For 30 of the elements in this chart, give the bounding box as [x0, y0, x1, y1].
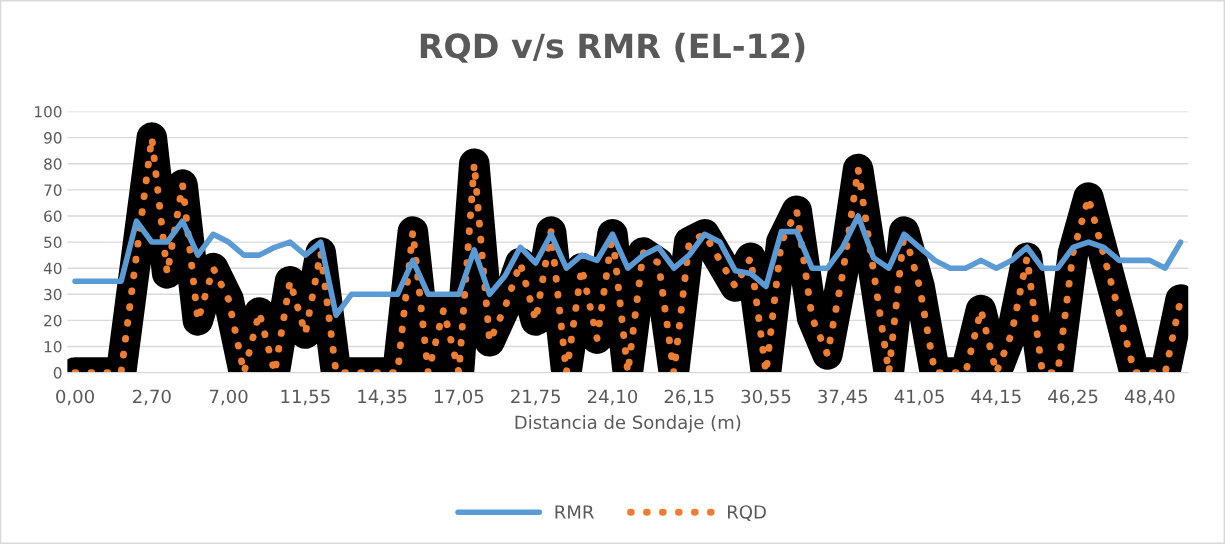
x-tick-label: 24,10 — [587, 389, 638, 406]
x-tick-label: 41,05 — [894, 389, 944, 406]
x-tick-label: 14,35 — [358, 389, 407, 406]
legend-label: RMR — [555, 505, 594, 519]
x-tick-label: 37,45 — [818, 389, 868, 406]
y-tick-label: 50 — [44, 236, 62, 249]
x-axis-title: Distancia de Sondaje (m) — [515, 415, 741, 433]
x-tick-label: 30,55 — [741, 389, 791, 406]
y-tick-label: 0 — [53, 367, 62, 379]
y-tick-label: 30 — [44, 288, 62, 301]
x-tick-label: 11,55 — [281, 389, 330, 406]
chart-title: RQD v/s RMR (EL-12) — [420, 32, 805, 63]
x-tick-label: 7,00 — [209, 389, 248, 406]
x-tick-label: 26,15 — [664, 389, 714, 406]
x-tick-label: 48,40 — [1124, 389, 1175, 406]
x-tick-label: 0,00 — [56, 389, 94, 406]
x-tick-label: 44,15 — [971, 389, 1021, 406]
x-tick-label: 17,05 — [435, 389, 484, 406]
x-tick-label: 21,75 — [511, 389, 560, 406]
y-tick-label: 100 — [35, 105, 62, 118]
y-tick-label: 70 — [44, 184, 62, 196]
y-tick-label: 20 — [44, 314, 62, 327]
x-tick-label: 46,25 — [1048, 389, 1098, 406]
x-tick-label: 2,70 — [133, 389, 171, 406]
legend-label: RQD — [728, 505, 766, 521]
y-tick-label: 90 — [44, 132, 62, 144]
y-tick-label: 40 — [43, 262, 62, 275]
y-tick-label: 60 — [44, 210, 62, 222]
y-tick-label: 80 — [44, 158, 62, 170]
y-tick-label: 10 — [44, 340, 62, 353]
